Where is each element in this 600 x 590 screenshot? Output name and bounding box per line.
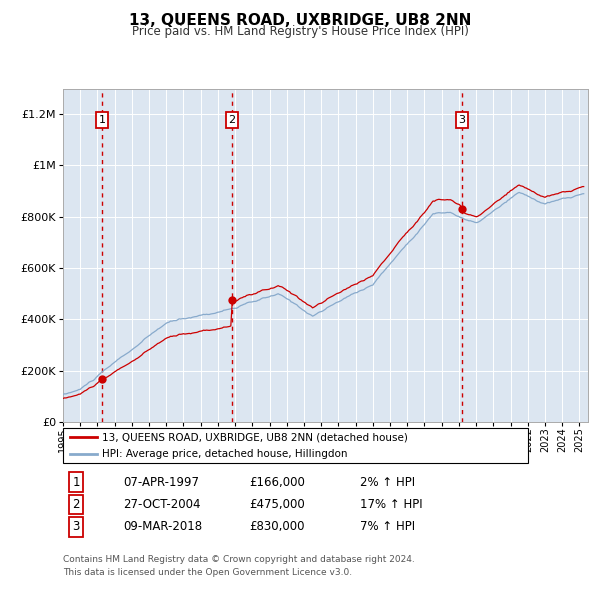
Text: £166,000: £166,000 <box>249 476 305 489</box>
Text: £830,000: £830,000 <box>249 520 305 533</box>
Text: 2: 2 <box>229 115 236 125</box>
Text: 13, QUEENS ROAD, UXBRIDGE, UB8 2NN (detached house): 13, QUEENS ROAD, UXBRIDGE, UB8 2NN (deta… <box>102 432 408 442</box>
Text: £475,000: £475,000 <box>249 498 305 511</box>
Text: 17% ↑ HPI: 17% ↑ HPI <box>360 498 422 511</box>
Text: 3: 3 <box>73 520 80 533</box>
Text: 09-MAR-2018: 09-MAR-2018 <box>123 520 202 533</box>
Text: Contains HM Land Registry data © Crown copyright and database right 2024.: Contains HM Land Registry data © Crown c… <box>63 555 415 564</box>
Text: HPI: Average price, detached house, Hillingdon: HPI: Average price, detached house, Hill… <box>102 448 347 458</box>
Text: 07-APR-1997: 07-APR-1997 <box>123 476 199 489</box>
Text: 13, QUEENS ROAD, UXBRIDGE, UB8 2NN: 13, QUEENS ROAD, UXBRIDGE, UB8 2NN <box>129 13 471 28</box>
Text: 7% ↑ HPI: 7% ↑ HPI <box>360 520 415 533</box>
Text: 27-OCT-2004: 27-OCT-2004 <box>123 498 200 511</box>
Text: 2: 2 <box>73 498 80 511</box>
Text: Price paid vs. HM Land Registry's House Price Index (HPI): Price paid vs. HM Land Registry's House … <box>131 25 469 38</box>
Text: 3: 3 <box>458 115 466 125</box>
Text: 1: 1 <box>73 476 80 489</box>
Text: 2% ↑ HPI: 2% ↑ HPI <box>360 476 415 489</box>
Text: This data is licensed under the Open Government Licence v3.0.: This data is licensed under the Open Gov… <box>63 568 352 577</box>
Text: 1: 1 <box>98 115 106 125</box>
